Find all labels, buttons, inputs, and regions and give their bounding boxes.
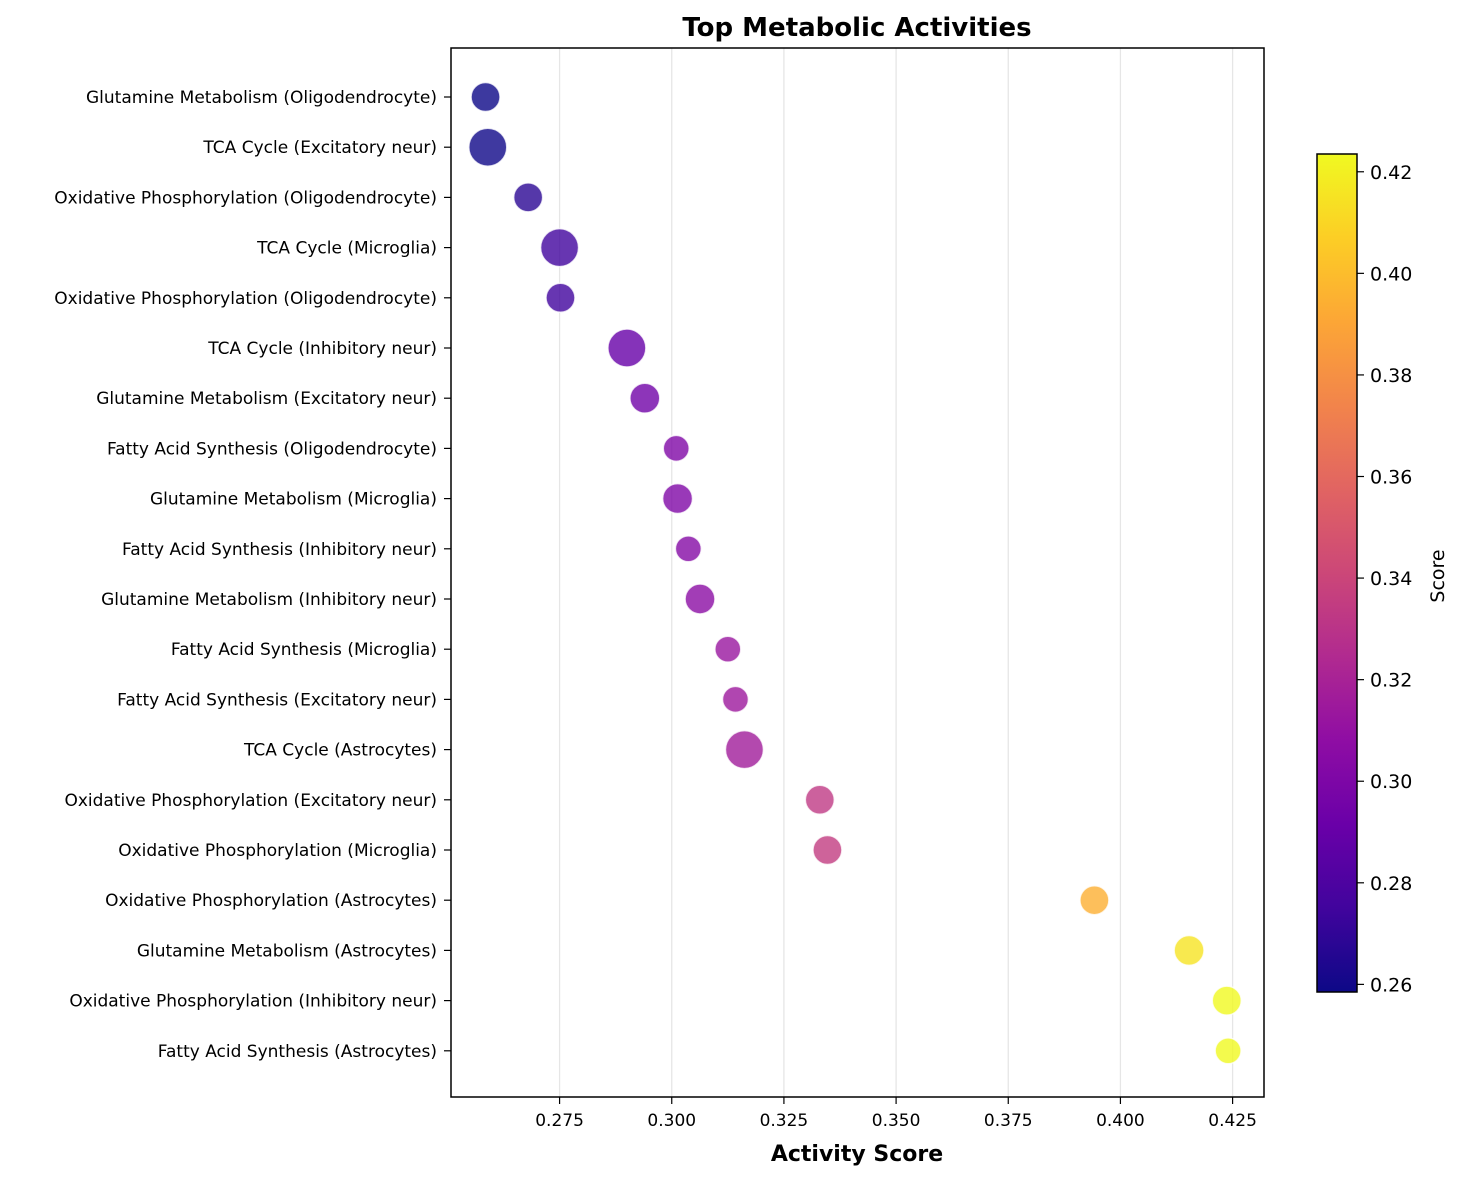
x-tick-label: 0.275 <box>535 1111 584 1131</box>
data-point <box>661 482 694 515</box>
data-point <box>512 182 544 213</box>
y-tick-label: Glutamine Metabolism (Inhibitory neur) <box>101 590 437 610</box>
colorbar-tick-label: 0.42 <box>1370 162 1412 184</box>
data-point <box>812 834 843 866</box>
x-axis-label: Activity Score <box>771 1142 943 1167</box>
y-axis-ticks: Glutamine Metabolism (Oligodendrocyte) TC… <box>54 88 451 1062</box>
colorbar-ticks: 0.26 0.28 0.30 0.32 0.34 0.36 0.38 0.40 0.42 <box>1357 162 1412 996</box>
x-tick-label: 0.325 <box>760 1111 809 1131</box>
data-point <box>1211 985 1243 1016</box>
y-tick-label: Glutamine Metabolism (Microglia) <box>150 490 437 510</box>
y-tick-label: TCA Cycle (Excitatory neur) <box>202 138 437 158</box>
data-point <box>674 535 703 563</box>
colorbar-tick-label: 0.26 <box>1370 974 1412 996</box>
data-point <box>714 635 742 663</box>
colorbar-tick-label: 0.32 <box>1370 670 1412 692</box>
y-tick-label: Glutamine Metabolism (Astrocytes) <box>137 941 437 961</box>
x-gridlines <box>558 48 1234 1097</box>
y-tick-label: Oxidative Phosphorylation (Microglia) <box>118 841 437 861</box>
colorbar-tick-label: 0.34 <box>1370 568 1412 590</box>
data-point <box>545 282 576 314</box>
data-point <box>1214 1037 1242 1065</box>
y-tick-label: TCA Cycle (Inhibitory neur) <box>207 339 437 359</box>
data-point <box>662 434 690 463</box>
y-tick-label: Oxidative Phosphorylation (Oligodendrocy… <box>54 188 437 208</box>
y-tick-label: Oxidative Phosphorylation (Oligodendrocy… <box>54 289 437 309</box>
colorbar-tick-label: 0.40 <box>1370 263 1412 285</box>
colorbar-tick-label: 0.28 <box>1370 873 1412 895</box>
y-tick-label: Oxidative Phosphorylation (Excitatory ne… <box>64 791 437 811</box>
x-tick-label: 0.375 <box>984 1111 1033 1131</box>
data-points <box>468 81 1243 1065</box>
data-point <box>804 784 836 816</box>
data-point <box>539 227 580 268</box>
x-tick-label: 0.425 <box>1208 1111 1257 1131</box>
data-point <box>607 328 647 368</box>
colorbar-gradient <box>1316 153 1358 993</box>
y-tick-label: Oxidative Phosphorylation (Inhibitory ne… <box>69 992 437 1012</box>
x-tick-label: 0.400 <box>1096 1111 1145 1131</box>
y-tick-label: Fatty Acid Synthesis (Oligodendrocyte) <box>107 439 437 459</box>
data-point <box>721 685 750 714</box>
x-tick-label: 0.300 <box>647 1111 696 1131</box>
chart-title: Top Metabolic Activities <box>682 13 1031 43</box>
plot-frame <box>450 47 1265 1098</box>
y-tick-label: TCA Cycle (Microglia) <box>256 239 437 259</box>
data-point <box>629 382 661 414</box>
data-point <box>470 81 501 113</box>
data-point <box>1079 884 1110 916</box>
colorbar-tick-label: 0.38 <box>1370 365 1412 387</box>
y-tick-label: Fatty Acid Synthesis (Inhibitory neur) <box>122 540 437 560</box>
data-point <box>1173 934 1205 967</box>
x-tick-label: 0.350 <box>872 1111 921 1131</box>
y-tick-label: Glutamine Metabolism (Oligodendrocyte) <box>86 88 437 108</box>
y-tick-label: Glutamine Metabolism (Excitatory neur) <box>96 389 437 409</box>
colorbar: 0.26 0.28 0.30 0.32 0.34 0.36 0.38 0.40 0.42 Sco… <box>1316 153 1449 996</box>
y-tick-label: Fatty Acid Synthesis (Excitatory neur) <box>117 690 437 710</box>
data-point <box>684 583 716 615</box>
y-tick-label: TCA Cycle (Astrocytes) <box>243 741 437 761</box>
data-point <box>724 729 765 770</box>
y-tick-label: Fatty Acid Synthesis (Microglia) <box>171 640 437 660</box>
colorbar-tick-label: 0.30 <box>1370 771 1412 793</box>
x-axis-ticks: 0.275 0.300 0.325 0.350 0.375 0.400 0.425 <box>535 1097 1257 1131</box>
colorbar-tick-label: 0.36 <box>1370 467 1412 489</box>
y-tick-label: Fatty Acid Synthesis (Astrocytes) <box>158 1042 437 1062</box>
y-tick-label: Oxidative Phosphorylation (Astrocytes) <box>105 891 437 911</box>
colorbar-label: Score <box>1427 549 1449 602</box>
data-point <box>468 127 508 167</box>
